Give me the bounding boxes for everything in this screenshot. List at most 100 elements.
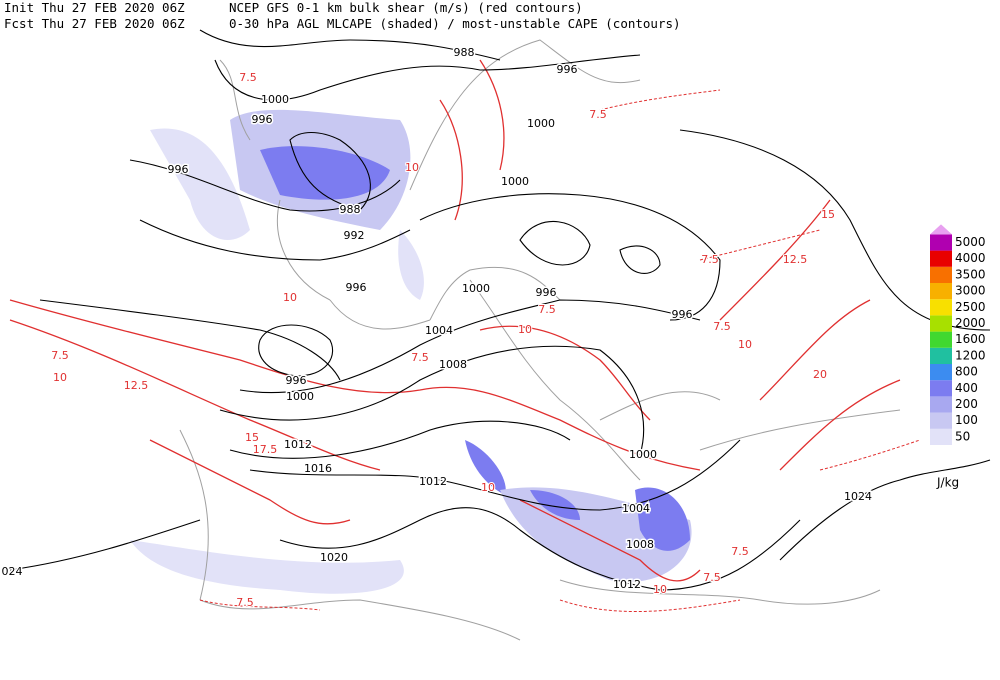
shear-label: 10	[738, 338, 752, 351]
legend-label: 400	[955, 381, 978, 395]
legend-label: 2500	[955, 300, 986, 314]
isobar-label: 1004	[622, 502, 650, 515]
isobar-label: 1020	[320, 551, 348, 564]
shear-label: 10	[405, 161, 419, 174]
shear-contour	[149, 439, 351, 525]
cape-area	[150, 128, 250, 240]
shear-label: 10	[53, 371, 67, 384]
legend-label: 100	[955, 413, 978, 427]
shear-label: 10	[518, 323, 532, 336]
legend-swatch	[930, 396, 952, 413]
shear-contour	[479, 325, 651, 421]
legend-over-arrow	[930, 224, 952, 235]
isobar-label: 996	[346, 281, 367, 294]
isobar-label: 1012	[284, 438, 312, 451]
isobar	[229, 420, 571, 459]
shear-label: 20	[813, 368, 827, 381]
isobar-label: 1024	[844, 490, 872, 503]
shear-contour-dashed	[199, 89, 921, 613]
shear-label: 7.5	[239, 71, 257, 84]
shear-label: 15	[245, 431, 259, 444]
isobar-label: 1000	[527, 117, 555, 130]
cape-shading	[130, 109, 692, 594]
coastline	[179, 39, 901, 641]
shear-contour	[719, 199, 901, 471]
legend-label: 200	[955, 397, 978, 411]
isobar-label: 996	[536, 286, 557, 299]
shear-label: 7.5	[701, 253, 719, 266]
legend-swatch	[930, 266, 952, 283]
isobar-label: 996	[168, 163, 189, 176]
isobar-labels: 988 996 1000 996 1000 996 1000 988 992 996 996 1000…	[0, 45, 874, 593]
legend-label: 800	[955, 365, 978, 379]
shear-label: 15	[821, 208, 835, 221]
isobar	[129, 159, 401, 212]
legend-swatch	[930, 331, 952, 348]
legend-swatch	[930, 250, 952, 267]
isobar	[279, 507, 801, 591]
legend-label: 50	[955, 429, 970, 443]
isobar	[519, 220, 591, 266]
isobar-label: 996	[557, 63, 578, 76]
legend-swatch	[930, 380, 952, 397]
shear-contour	[9, 299, 701, 471]
isobar	[39, 299, 341, 381]
legend-label: 3500	[955, 267, 986, 281]
isobar-label: 1000	[501, 175, 529, 188]
isobar-label: 1000	[286, 390, 314, 403]
legend-swatch	[930, 283, 952, 300]
isobar-label: 988	[454, 46, 475, 59]
isobar-label: 1000	[261, 93, 289, 106]
shear-label: 7.5	[51, 349, 69, 362]
legend-swatch	[930, 412, 952, 429]
legend-swatch	[930, 347, 952, 364]
isobar-label: 996	[672, 308, 693, 321]
init-time: Init Thu 27 FEB 2020 06Z	[4, 0, 185, 15]
shear-contour	[519, 499, 701, 582]
isobar	[619, 245, 661, 274]
shear-label: 10	[283, 291, 297, 304]
isobar-label: 1008	[439, 358, 467, 371]
color-legend: 50 100 200 400 800 1200 1600 2000 2500 3000 3500 40…	[930, 224, 986, 445]
shear-labels: 7.5 7.5 10 10 10 7.5 7.5 7.5 10 12.5 12.5 7.5 10 7.5 2…	[50, 70, 836, 610]
shear-label: 10	[653, 583, 667, 596]
legend-label: 1200	[955, 348, 986, 362]
shear-label: 7.5	[236, 596, 254, 609]
model-title: NCEP GFS 0-1 km bulk shear (m/s) (red co…	[229, 0, 583, 15]
isobars	[9, 29, 991, 591]
isobar-label: 1012	[419, 475, 447, 488]
field-title: 0-30 hPa AGL MLCAPE (shaded) / most-unst…	[229, 16, 681, 31]
isobar-label: 1012	[613, 578, 641, 591]
legend-label: 1600	[955, 332, 986, 346]
cape-area	[130, 540, 404, 594]
isobar	[289, 131, 371, 211]
shear-label: 7.5	[538, 303, 556, 316]
isobar-label: 996	[286, 374, 307, 387]
cape-area	[465, 440, 506, 495]
legend-swatch	[930, 299, 952, 316]
isobar	[239, 299, 701, 394]
isobar	[139, 219, 411, 261]
legend-swatch	[930, 315, 952, 332]
shear-label: 7.5	[731, 545, 749, 558]
isobar-label: 992	[344, 229, 365, 242]
isobar	[219, 345, 645, 456]
isobar	[258, 324, 334, 377]
legend-label: 5000	[955, 235, 986, 249]
legend-swatch	[930, 234, 952, 251]
legend-swatch	[930, 428, 952, 445]
cape-area	[635, 487, 690, 551]
isobar-label: 1000	[462, 282, 490, 295]
isobar	[199, 29, 501, 61]
isobar	[679, 129, 991, 331]
shear-label: 7.5	[411, 351, 429, 364]
isobar-label: 024	[2, 565, 23, 578]
shear-label: 12.5	[783, 253, 808, 266]
legend-unit: J/kg	[936, 476, 959, 490]
legend-label: 3000	[955, 284, 986, 298]
legend-label: 2000	[955, 316, 986, 330]
isobar-label: 1016	[304, 462, 332, 475]
isobar	[419, 193, 721, 321]
